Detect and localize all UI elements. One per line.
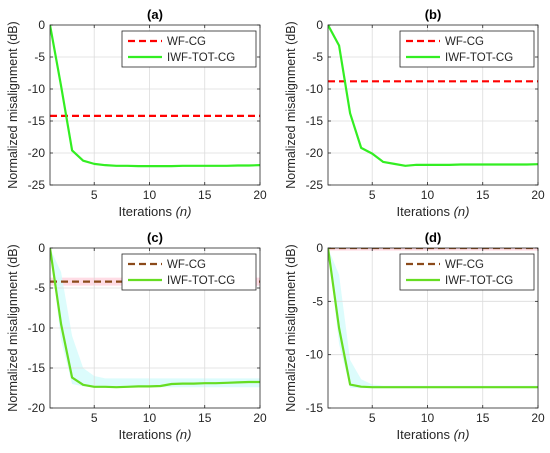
y-tick-label: -5 (34, 281, 45, 295)
legend: WF-CG IWF-TOT-CG (121, 30, 257, 68)
x-tick-label: 20 (531, 188, 545, 202)
x-tick-label: 15 (198, 188, 212, 202)
y-axis-label: Normalized misalignment (dB) (284, 244, 298, 411)
legend: WF-CG IWF-TOT-CG (121, 253, 257, 291)
panel-title: (c) (147, 230, 163, 245)
series-line-iwf-tot-cg (328, 25, 538, 167)
x-axis-label: Iterations (n) (119, 204, 192, 219)
legend-box (121, 30, 257, 68)
y-tick-label: -15 (306, 114, 324, 128)
legend-label: IWF-TOT-CG (445, 275, 513, 287)
y-axis-label: Normalized misalignment (dB) (6, 244, 20, 411)
y-tick-label: -5 (34, 50, 45, 64)
x-tick-label: 15 (476, 188, 490, 202)
y-tick-label: -25 (306, 178, 324, 192)
y-tick-label: -10 (306, 82, 324, 96)
y-tick-label: -15 (28, 114, 46, 128)
legend: WF-CG IWF-TOT-CG (399, 253, 535, 291)
x-tick-label: 20 (531, 411, 545, 425)
x-tick-label: 20 (253, 411, 267, 425)
y-tick-label: -15 (28, 361, 46, 375)
y-tick-label: -10 (28, 82, 46, 96)
x-axis-label: Iterations (n) (397, 427, 470, 442)
legend-label: IWF-TOT-CG (445, 52, 513, 64)
series-line-iwf-tot-cg (328, 248, 538, 389)
legend: WF-CG IWF-TOT-CG (399, 30, 535, 68)
x-tick-label: 10 (143, 188, 157, 202)
x-tick-label: 15 (198, 411, 212, 425)
legend-label: WF-CG (445, 36, 484, 48)
x-tick-label: 10 (143, 411, 157, 425)
x-axis-label: Iterations (n) (119, 427, 192, 442)
y-tick-label: -5 (312, 294, 323, 308)
y-tick-label: 0 (38, 18, 45, 32)
y-tick-label: -10 (28, 321, 46, 335)
legend-label: WF-CG (167, 36, 206, 48)
panel-a: 5 10 15 20 0 -5 -10 -15 -20 -25 (a) Iterations (n) N… (6, 7, 267, 219)
x-tick-label: 10 (421, 188, 435, 202)
axes-box (327, 247, 539, 409)
series-line-iwf-tot-cg (50, 25, 260, 168)
legend-label: WF-CG (167, 259, 206, 271)
y-tick-label: -20 (306, 146, 324, 160)
x-tick-label: 5 (369, 411, 376, 425)
y-tick-label: -15 (306, 401, 324, 415)
y-tick-label: -25 (28, 178, 46, 192)
legend-label: IWF-TOT-CG (167, 275, 235, 287)
y-tick-label: -20 (28, 401, 46, 415)
x-tick-label: 5 (91, 411, 98, 425)
panel-title: (b) (425, 7, 442, 22)
legend-box (121, 253, 257, 291)
panel-title: (a) (147, 7, 163, 22)
x-tick-label: 5 (91, 188, 98, 202)
panel-d: 5 10 15 20 0 -5 -10 -15 (d) Iterations (n) Normali… (284, 230, 545, 442)
legend-label: IWF-TOT-CG (167, 52, 235, 64)
axes-box (49, 24, 261, 186)
y-tick-label: -20 (28, 146, 46, 160)
y-axis-label: Normalized misalignment (dB) (284, 21, 298, 188)
panel-title: (d) (425, 230, 442, 245)
panel-b: 5 10 15 20 0 -5 -10 -15 -20 -25 (b) Iterations (n) N… (284, 7, 545, 219)
y-tick-label: 0 (38, 241, 45, 255)
panel-c: 5 10 15 20 0 -5 -10 -15 -20 (c) Iterations (n) Norm… (6, 230, 267, 442)
series-line-iwf-tot-cg (50, 248, 260, 389)
y-tick-label: 0 (316, 18, 323, 32)
y-tick-label: 0 (316, 241, 323, 255)
x-tick-label: 20 (253, 188, 267, 202)
x-axis-label: Iterations (n) (397, 204, 470, 219)
y-tick-label: -10 (306, 348, 324, 362)
legend-label: WF-CG (445, 259, 484, 271)
legend-box (399, 253, 535, 291)
y-axis-label: Normalized misalignment (dB) (6, 21, 20, 188)
x-tick-label: 5 (369, 188, 376, 202)
legend-box (399, 30, 535, 68)
x-tick-label: 15 (476, 411, 490, 425)
axes-box (327, 24, 539, 186)
x-tick-label: 10 (421, 411, 435, 425)
y-tick-label: -5 (312, 50, 323, 64)
